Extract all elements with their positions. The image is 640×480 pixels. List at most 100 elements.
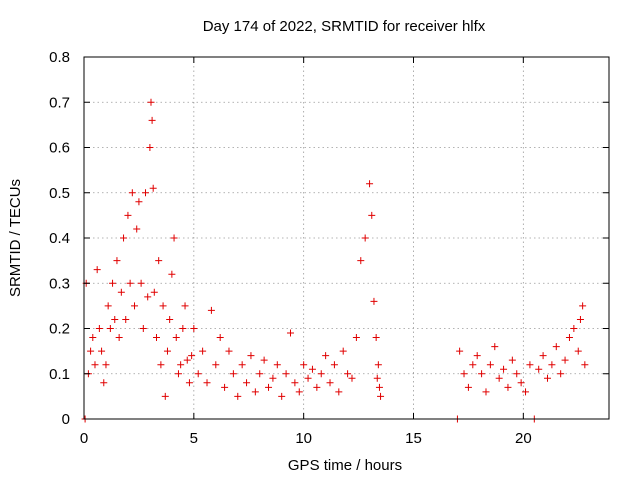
x-tick-label: 0 [80,430,88,447]
data-point [238,361,246,369]
data-point [581,361,589,369]
data-point [495,374,503,382]
data-point [100,379,108,387]
data-point [179,325,187,332]
data-point [139,325,147,332]
data-point [137,279,145,287]
data-point [190,325,198,332]
data-point [225,347,233,355]
data-point [286,329,294,337]
x-tick-label: 20 [515,430,532,447]
data-point [87,347,95,355]
data-point [113,257,121,265]
data-point [373,374,381,382]
data-point [256,370,264,378]
data-point [126,279,134,287]
data-point [570,325,578,332]
x-tick-label: 15 [405,430,422,447]
data-point [106,325,114,332]
data-point [199,347,207,355]
data-point [133,225,141,233]
data-point [574,347,582,355]
x-tick-label: 5 [190,430,198,447]
data-point [115,334,123,342]
data-point [102,361,110,369]
data-point [370,297,378,305]
data-point [348,374,356,382]
data-point [177,361,185,369]
data-point [278,392,286,400]
x-axis-label: GPS time / hours [288,457,402,474]
data-point [522,388,530,396]
data-point [243,379,251,387]
y-axis-label: SRMTID / TECUs [7,179,24,297]
data-point [111,315,119,323]
chart-title: Day 174 of 2022, SRMTID for receiver hlf… [203,18,486,35]
data-point [500,365,508,373]
data-point [579,302,587,310]
data-point [159,302,167,310]
data-point [181,302,189,310]
data-point [504,383,512,391]
data-points [81,98,589,423]
data-point [221,383,229,391]
data-point [469,361,477,369]
data-point [335,388,343,396]
y-tick-label: 0 [62,411,70,428]
y-tick-label: 0.6 [49,140,70,157]
data-point [251,388,259,396]
y-tick-label: 0.2 [49,321,70,338]
data-point [535,365,543,373]
data-point [260,356,268,364]
y-tick-label: 0.1 [49,366,70,383]
data-point [163,347,171,355]
data-point [526,361,534,369]
data-point [120,234,128,242]
data-point [552,343,560,351]
data-point [135,198,143,206]
data-point [183,356,191,364]
data-point [308,365,316,373]
data-point [124,211,132,219]
data-point [89,334,97,342]
data-point [216,334,224,342]
data-point [155,257,163,265]
data-point [460,370,468,378]
data-point [144,293,152,301]
y-tick-label: 0.3 [49,275,70,292]
data-point [313,383,321,391]
data-point [194,370,202,378]
data-point [357,257,365,265]
data-point [322,352,330,360]
data-point [161,392,169,400]
data-point [188,352,196,360]
data-point [142,189,150,197]
data-point [352,334,360,342]
data-point [131,302,139,310]
data-point [93,266,101,274]
data-point [207,306,215,314]
data-point [150,288,158,296]
data-point [295,388,303,396]
data-point [291,379,299,387]
y-tick-label: 0.5 [49,185,70,202]
y-tick-label: 0.8 [49,49,70,66]
data-point [148,116,156,124]
y-tick-labels: 0 0.1 0.2 0.3 0.4 0.5 0.6 0.7 0.8 [49,49,70,428]
data-point [456,347,464,355]
data-point [565,334,573,342]
data-point [229,370,237,378]
data-point [561,356,569,364]
data-point [247,352,255,360]
data-point [374,361,382,369]
data-point [548,361,556,369]
data-point [486,361,494,369]
data-point [95,325,103,332]
data-point [212,361,220,369]
data-point [361,234,369,242]
data-point [282,370,290,378]
data-point [269,374,277,382]
data-point [170,234,178,242]
data-point [539,352,547,360]
